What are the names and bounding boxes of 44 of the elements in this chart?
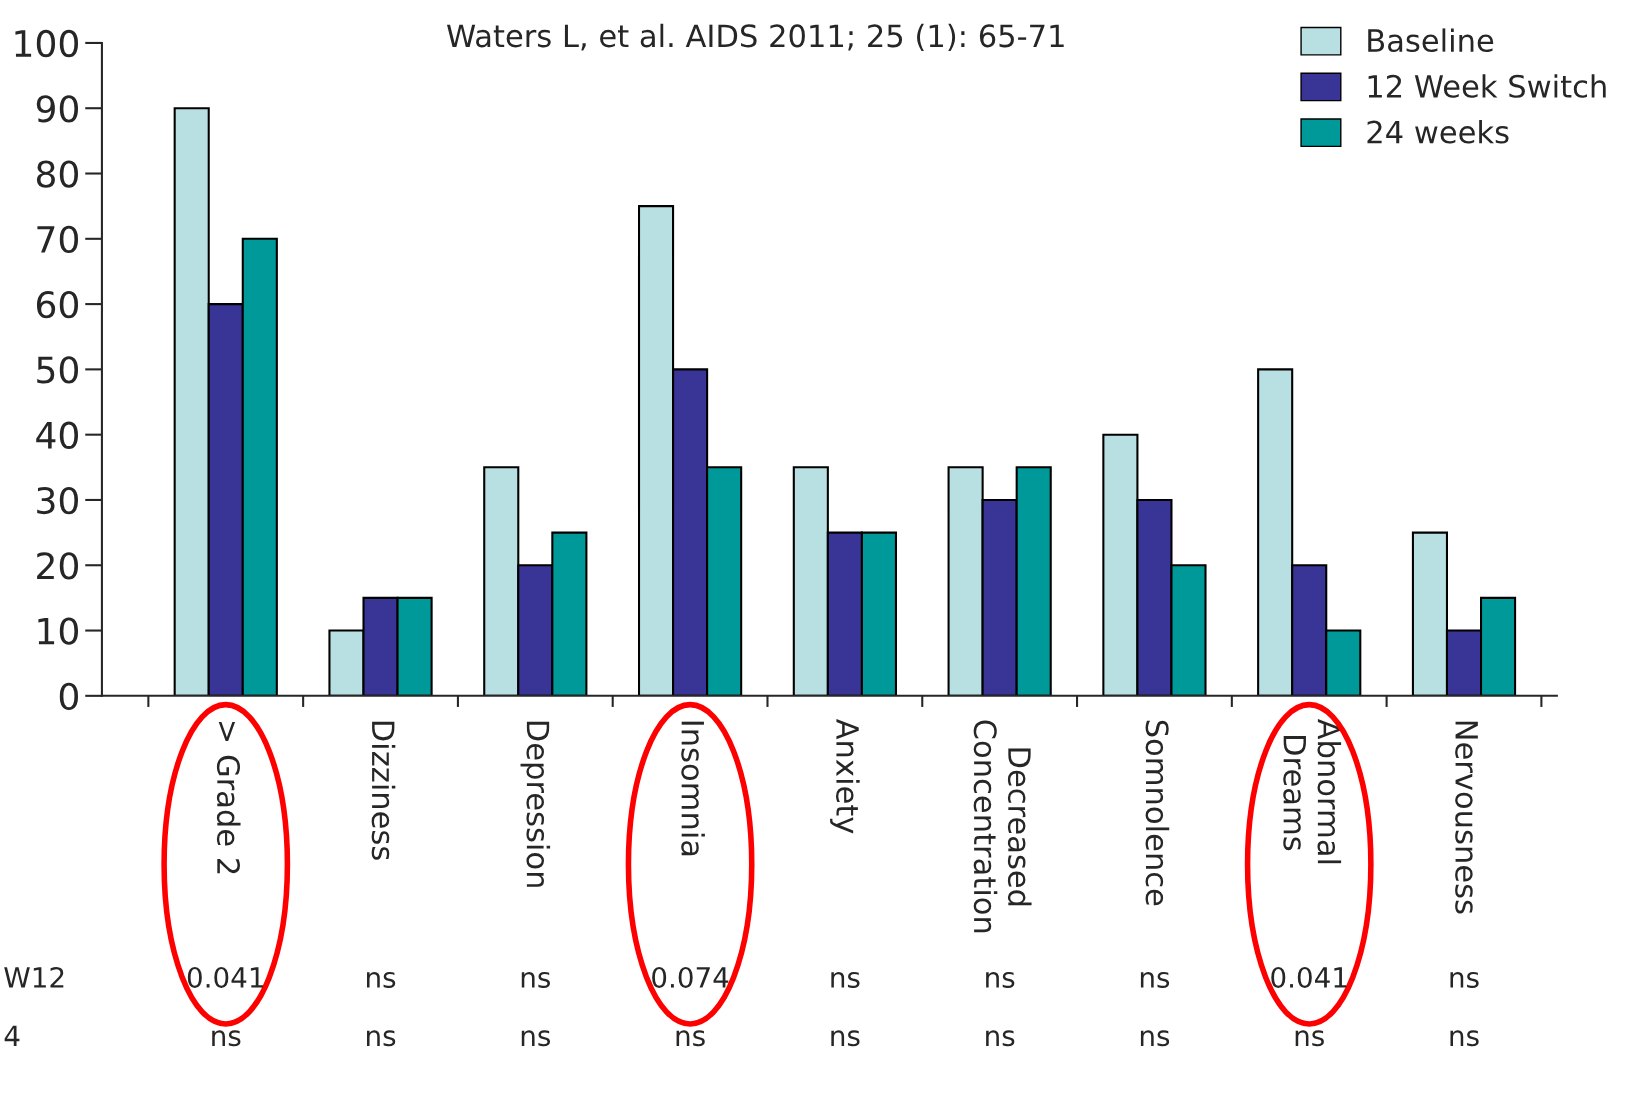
y-tick-label: 0 xyxy=(59,682,78,711)
y-tick-label: 80 xyxy=(36,160,78,188)
text: W12 xyxy=(4,966,64,988)
text: ns xyxy=(1140,972,1170,988)
y-tick-label: 20 xyxy=(37,552,78,580)
text: ns xyxy=(1295,1030,1324,1047)
text: 0.041 xyxy=(187,966,263,988)
text: ns xyxy=(521,972,550,988)
y-tick-label: 50 xyxy=(37,356,78,384)
x-tick-label: Insomnia xyxy=(681,721,705,856)
y-tick-label: 10 xyxy=(38,617,78,645)
text: ns xyxy=(831,972,860,988)
y-tick-label: 70 xyxy=(37,225,78,254)
text: ns xyxy=(676,1030,705,1047)
text: ns xyxy=(367,1030,396,1047)
text: ns xyxy=(367,972,396,988)
text: ns xyxy=(1140,1030,1170,1047)
legend-label: Baseline xyxy=(1368,28,1494,53)
x-tick-label: > Grade 2 xyxy=(216,721,241,874)
x-tick-label: Abnormal Dreams xyxy=(1283,718,1342,864)
y-tick-label: 40 xyxy=(36,421,78,449)
legend-label: 12 Week Switch xyxy=(1368,74,1606,98)
text: ns xyxy=(1450,972,1479,988)
y-tick-label: 90 xyxy=(36,95,78,123)
y-tick-label: 60 xyxy=(36,291,78,319)
text: ns xyxy=(521,1030,550,1047)
x-tick-label: Decreased Concentration xyxy=(973,720,1032,933)
text: ns xyxy=(986,1030,1015,1047)
x-tick-label: Depression xyxy=(520,721,551,887)
chart-title: Waters L, et al. AIDS 2011; 25 (1): 65-71 xyxy=(447,23,1064,51)
x-tick-label: Anxiety xyxy=(830,718,860,834)
text: ns xyxy=(831,1030,860,1047)
y-tick-label: 30 xyxy=(37,486,78,515)
legend-label: 24 weeks xyxy=(1367,119,1509,144)
x-tick-label: Somnolence xyxy=(1145,720,1170,906)
x-tick-label: Nervousness xyxy=(1455,721,1478,914)
text: 0.041 xyxy=(1271,966,1347,988)
text: ns xyxy=(1450,1030,1479,1047)
text: ns xyxy=(986,972,1015,988)
y-tick-label: 100 xyxy=(15,29,78,58)
text: ns xyxy=(212,1030,241,1047)
x-tick-label: Dizziness xyxy=(371,721,396,860)
text: 0.074 xyxy=(652,966,729,988)
text: 4 xyxy=(4,1025,20,1046)
